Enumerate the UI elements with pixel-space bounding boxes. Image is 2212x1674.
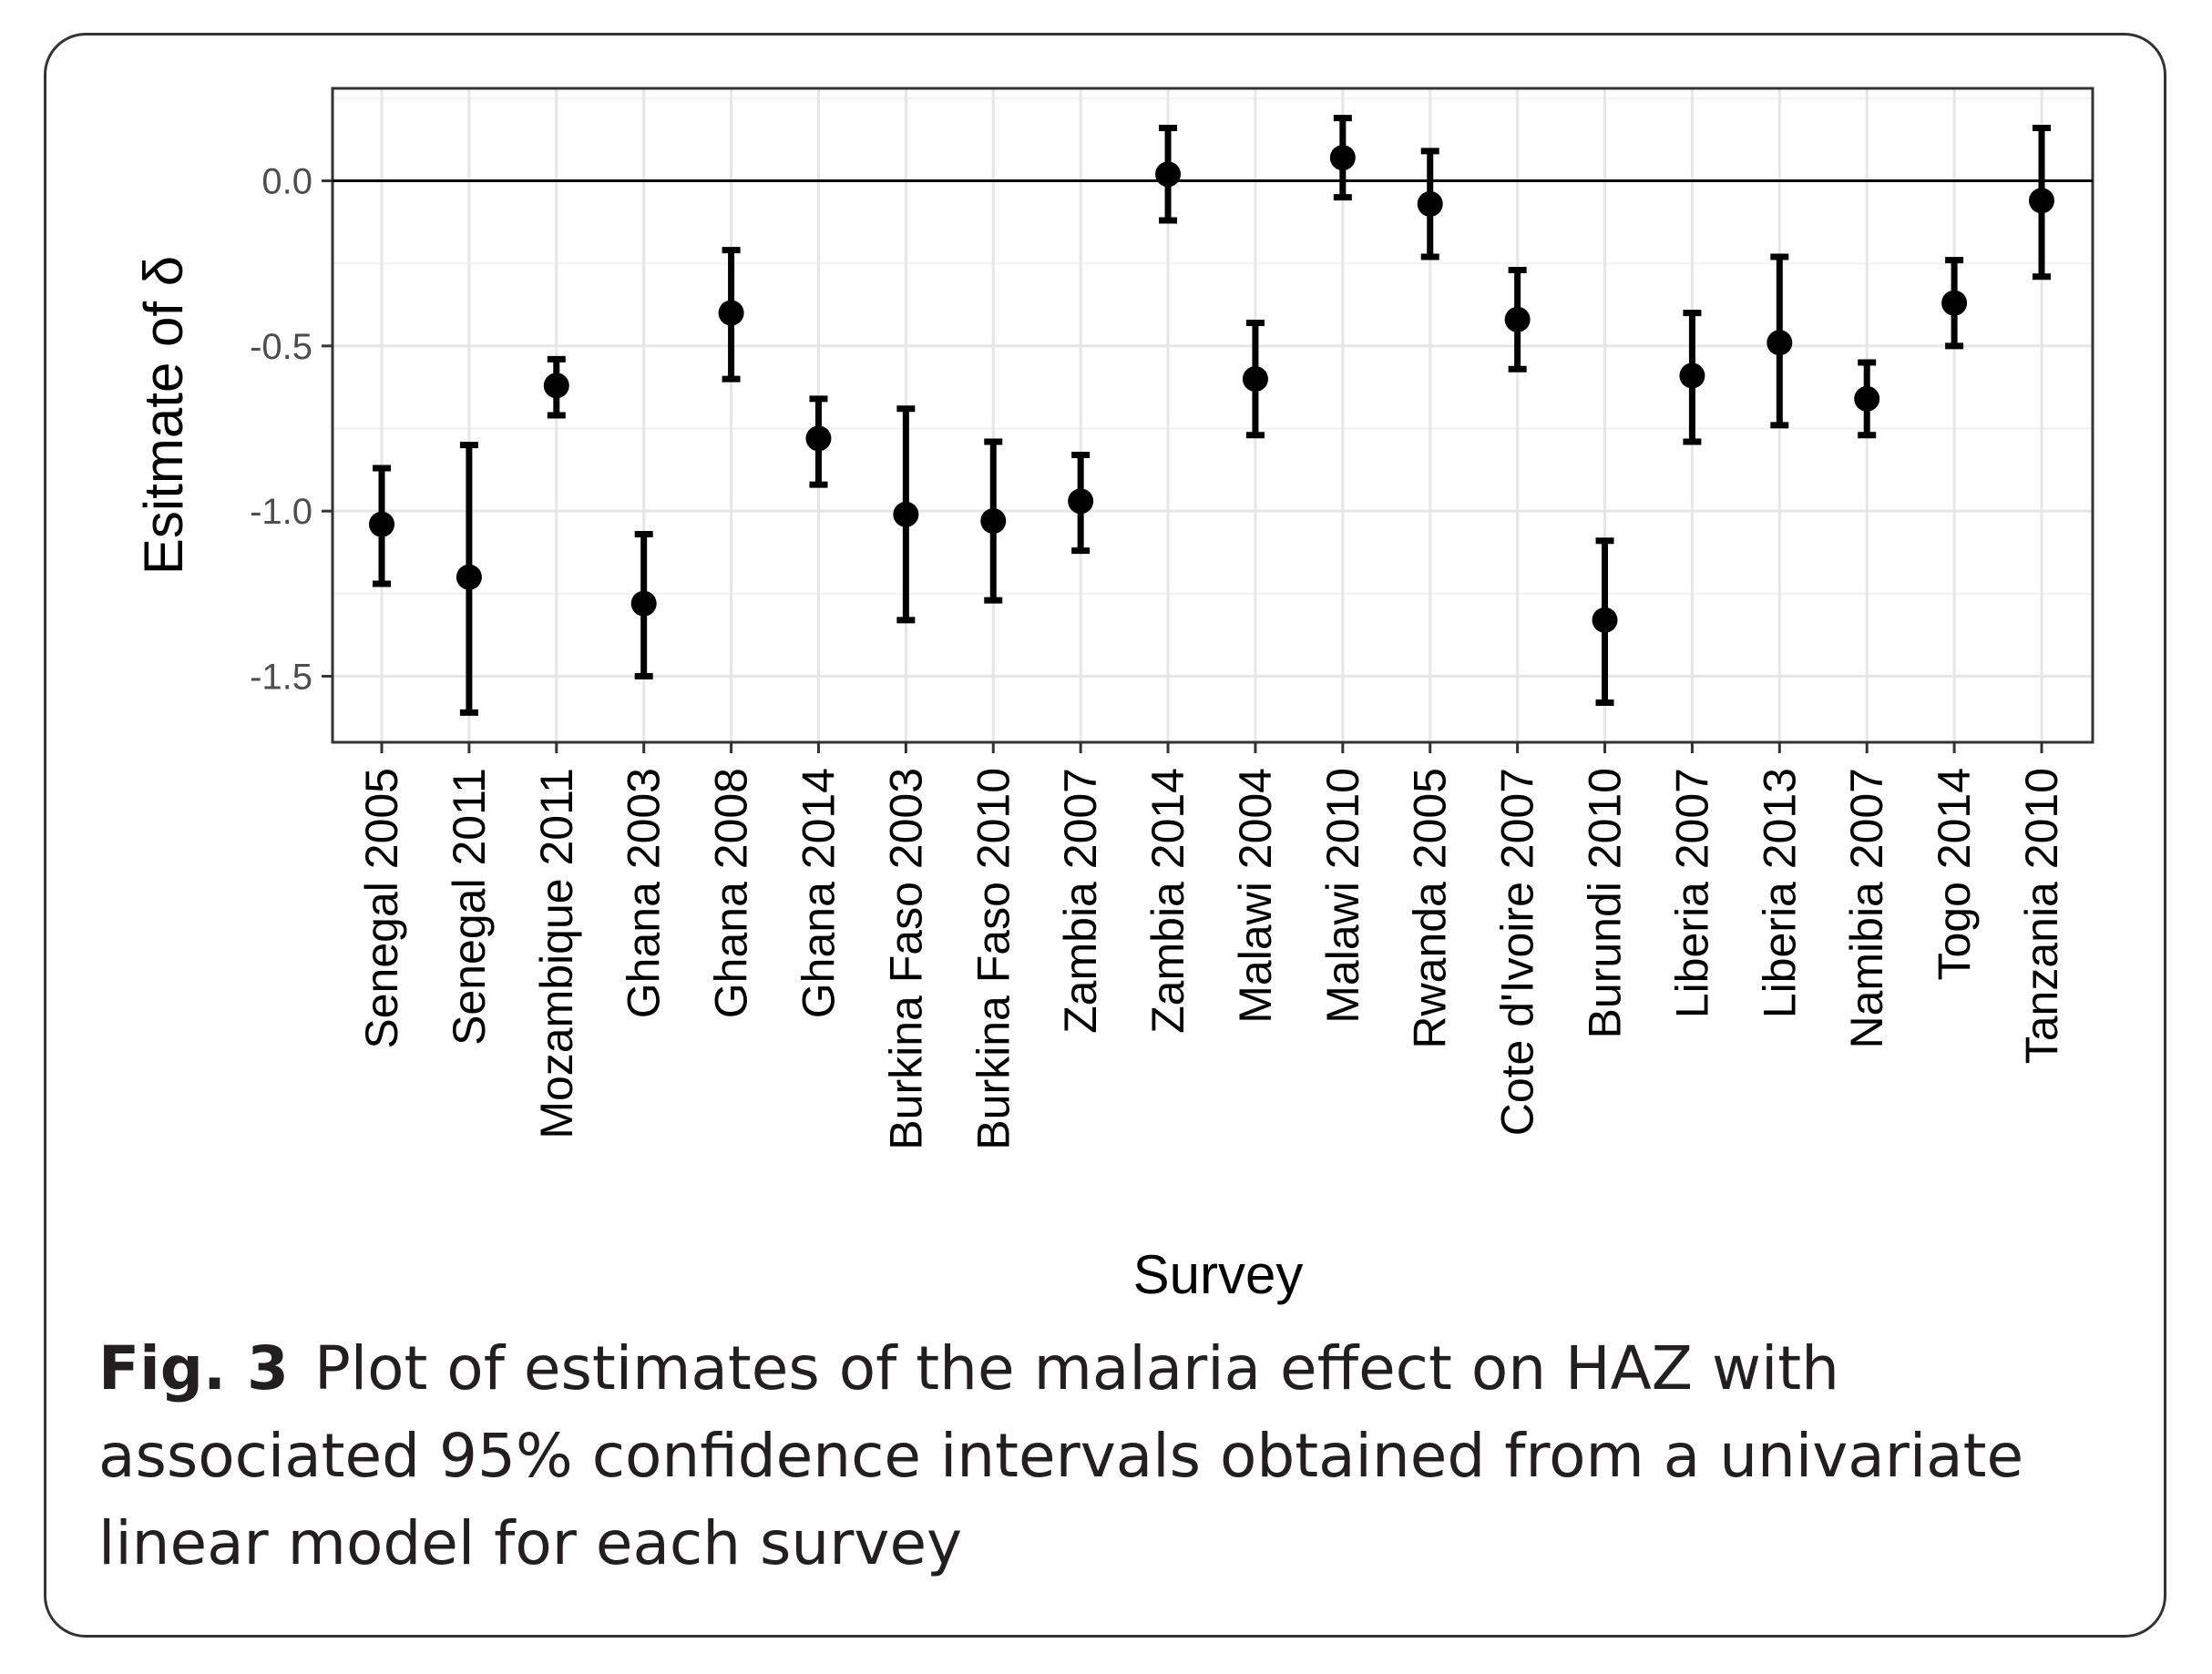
x-tick-label: Mozambique 2011 [531, 768, 582, 1139]
estimate-point [1767, 330, 1793, 356]
x-tick-label: Malawi 2010 [1317, 768, 1368, 1024]
estimate-point [630, 590, 657, 617]
y-axis-label: Esitmate of δ [133, 256, 194, 575]
estimate-point [1155, 161, 1182, 188]
x-tick-label: Ghana 2014 [793, 768, 844, 1018]
x-axis-label: Survey [1133, 1244, 1304, 1305]
estimate-point [369, 511, 394, 537]
y-tick-label: -0.5 [250, 327, 312, 367]
estimate-point [543, 373, 569, 399]
x-tick-label: Rwanda 2005 [1405, 768, 1456, 1049]
estimate-point [1417, 190, 1443, 217]
estimate-point [980, 508, 1007, 535]
x-tick-label: Liberia 2007 [1666, 768, 1717, 1018]
estimate-point [1504, 306, 1531, 332]
y-tick-label: -1.5 [250, 657, 312, 697]
estimate-point [1329, 145, 1356, 171]
plot-panel-border [331, 87, 2094, 744]
estimate-point [1941, 290, 1968, 316]
y-tick-label: 0.0 [261, 162, 312, 202]
estimate-point [893, 501, 919, 527]
estimate-point [1592, 607, 1618, 633]
estimate-point [805, 425, 832, 452]
x-tick-label: Malawi 2004 [1230, 768, 1281, 1024]
estimate-point [456, 564, 482, 590]
estimate-point [718, 300, 744, 326]
estimate-point [1854, 385, 1880, 412]
x-tick-label: Ghana 2008 [706, 768, 757, 1018]
estimate-point [1242, 366, 1268, 393]
caption-text: Plot of estimates of the malaria effect … [98, 1333, 2024, 1578]
figure-caption: Fig. 3 Plot of estimates of the malaria e… [98, 1325, 2121, 1587]
estimate-point [1068, 488, 1094, 515]
x-axis: Senegal 2005 Senegal 2011 Mozambique 2011 G… [356, 742, 2067, 1150]
x-tick-label: Togo 2014 [1929, 768, 1980, 981]
chart: 0.0 -0.5 -1.0 -1.5 Senegal 2005 Senegal 2011… [133, 87, 2094, 1305]
x-tick-label: Tanzania 2010 [2016, 768, 2067, 1064]
x-tick-label: Burkina Faso 2010 [968, 768, 1019, 1150]
y-tick-label: -1.0 [250, 492, 312, 532]
x-tick-label: Zambia 2014 [1142, 768, 1193, 1034]
data-marks [369, 115, 2054, 716]
x-tick-label: Liberia 2013 [1754, 768, 1805, 1018]
estimate-point [1679, 362, 1705, 389]
x-tick-label: Cote d'Ivoire 2007 [1492, 768, 1543, 1136]
x-tick-label: Ghana 2003 [619, 768, 670, 1018]
x-tick-label: Senegal 2011 [444, 768, 495, 1046]
figure-label: Fig. 3 [98, 1333, 289, 1404]
x-tick-label: Senegal 2005 [356, 768, 407, 1049]
x-tick-label: Namibia 2007 [1841, 768, 1892, 1049]
x-tick-label: Zambia 2007 [1055, 768, 1106, 1034]
x-tick-label: Burkina Faso 2003 [880, 768, 931, 1150]
y-axis: 0.0 -0.5 -1.0 -1.5 [250, 162, 333, 697]
grid [333, 88, 2093, 742]
estimate-point [2029, 188, 2054, 214]
x-tick-label: Burundi 2010 [1580, 768, 1631, 1038]
figure-frame [44, 33, 2166, 1638]
